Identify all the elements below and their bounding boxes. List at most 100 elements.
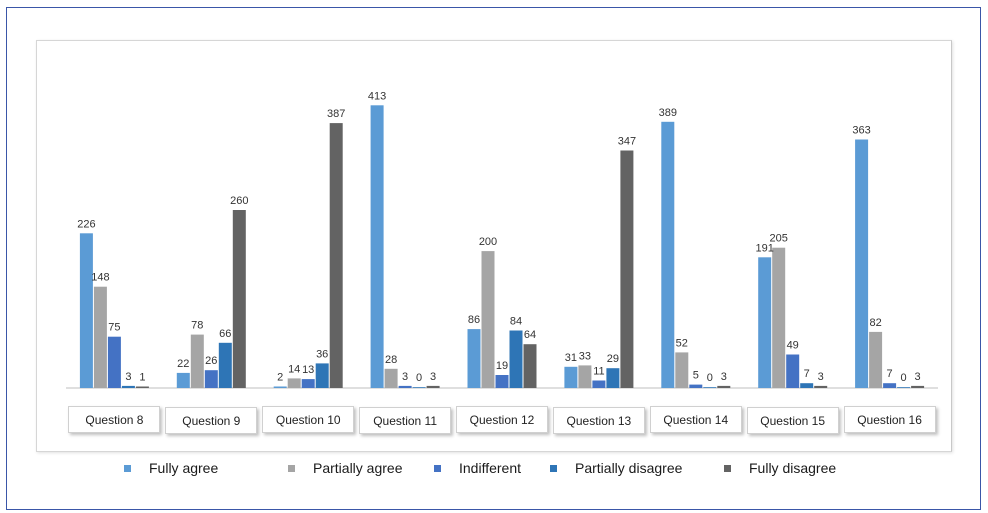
data-label: 3	[818, 371, 824, 383]
data-label: 3	[430, 371, 436, 383]
data-label: 52	[676, 337, 688, 349]
category-label: Question 11	[359, 407, 452, 434]
data-label: 28	[385, 354, 397, 366]
bar-partially-agree-question-9	[190, 334, 204, 388]
legend-item: Partially agree	[288, 456, 403, 480]
bar-partially-agree-question-14	[675, 352, 689, 388]
legend: Fully agree Partially agree Indifferent Par…	[0, 456, 988, 480]
data-label: 347	[618, 136, 636, 148]
legend-item: Fully agree	[124, 456, 218, 480]
data-label: 26	[205, 355, 217, 367]
data-label: 5	[693, 370, 699, 382]
category-label: Question 12	[456, 406, 548, 433]
data-label: 78	[191, 320, 203, 332]
bar-partially-disagree-question-14	[703, 387, 717, 388]
bar-partially-disagree-question-13	[606, 368, 620, 388]
bar-fully-agree-question-14	[661, 121, 675, 389]
legend-swatch	[550, 464, 557, 472]
category-label: Question 13	[552, 407, 645, 434]
bar-partially-agree-question-16	[869, 331, 883, 388]
data-label: 7	[887, 368, 893, 380]
data-label: 260	[230, 195, 248, 207]
legend-swatch	[724, 464, 731, 472]
bar-fully-disagree-question-8	[135, 386, 149, 388]
data-label: 0	[707, 372, 713, 384]
data-label: 29	[607, 353, 619, 365]
legend-swatch	[124, 464, 131, 472]
bar-fully-disagree-question-13	[620, 150, 634, 388]
data-label: 387	[327, 108, 345, 120]
bar-partially-disagree-question-12	[509, 330, 523, 388]
bar-fully-agree-question-10	[273, 386, 287, 388]
category-label: Question 9	[165, 407, 258, 434]
data-label: 363	[852, 125, 870, 137]
data-label: 1	[139, 372, 145, 384]
bar-partially-disagree-question-15	[800, 383, 814, 388]
bar-indifferent-question-16	[883, 383, 897, 388]
bar-indifferent-question-14	[689, 384, 703, 388]
bar-fully-agree-question-12	[467, 329, 481, 388]
bar-fully-disagree-question-11	[426, 385, 440, 388]
category-label: Question 15	[746, 407, 839, 434]
data-label: 11	[593, 366, 604, 378]
legend-swatch	[288, 464, 295, 472]
data-label: 36	[316, 348, 328, 360]
data-label: 2	[277, 372, 283, 384]
bar-indifferent-question-13	[592, 380, 606, 388]
data-label: 84	[510, 316, 522, 328]
data-label: 31	[565, 352, 577, 364]
data-label: 19	[496, 360, 508, 372]
bar-fully-agree-question-16	[855, 139, 869, 388]
bar-fully-disagree-question-12	[523, 344, 537, 388]
bar-fully-agree-question-15	[758, 257, 772, 388]
data-label: 75	[108, 322, 120, 334]
bar-fully-agree-question-13	[564, 366, 578, 388]
data-label: 33	[579, 350, 591, 362]
bar-fully-disagree-question-15	[814, 385, 828, 388]
data-label: 64	[524, 329, 536, 341]
bar-fully-disagree-question-14	[717, 385, 731, 388]
bar-fully-disagree-question-9	[232, 210, 246, 388]
bar-indifferent-question-12	[495, 375, 509, 388]
data-label: 0	[901, 372, 907, 384]
data-label: 3	[125, 371, 131, 383]
data-label: 86	[468, 314, 480, 326]
data-label: 413	[368, 90, 386, 102]
bar-partially-agree-question-8	[93, 286, 107, 388]
bar-partially-disagree-question-11	[412, 387, 426, 388]
legend-swatch	[434, 464, 441, 472]
bar-partially-agree-question-10	[287, 378, 301, 388]
bar-fully-disagree-question-10	[329, 123, 343, 388]
bar-partially-disagree-question-8	[121, 385, 135, 388]
data-label: 148	[91, 272, 109, 284]
bar-partially-disagree-question-9	[218, 342, 232, 388]
data-label: 22	[177, 358, 189, 370]
data-label: 14	[288, 363, 300, 375]
bar-partially-disagree-question-16	[897, 387, 911, 388]
bar-partially-agree-question-11	[384, 368, 398, 388]
category-label: Question 16	[843, 406, 936, 433]
legend-item: Partially disagree	[550, 456, 682, 480]
category-label: Question 14	[649, 406, 742, 433]
bar-partially-agree-question-15	[772, 247, 786, 388]
data-label: 0	[416, 372, 422, 384]
data-label: 226	[77, 218, 95, 230]
legend-label: Partially agree	[313, 460, 403, 476]
bar-indifferent-question-15	[786, 354, 800, 388]
bar-fully-agree-question-8	[79, 233, 93, 388]
bar-partially-agree-question-13	[578, 365, 592, 388]
data-label: 191	[756, 242, 774, 254]
legend-label: Fully agree	[149, 460, 219, 476]
bar-indifferent-question-10	[301, 379, 315, 388]
data-label: 66	[219, 328, 231, 340]
legend-item: Fully disagree	[724, 456, 836, 480]
data-label: 205	[770, 233, 788, 245]
category-label: Question 8	[68, 406, 161, 433]
data-label: 3	[402, 371, 408, 383]
bar-fully-agree-question-11	[370, 105, 384, 389]
legend-item: Indifferent	[434, 456, 521, 480]
data-label: 7	[804, 368, 810, 380]
data-label: 3	[915, 371, 921, 383]
bar-indifferent-question-8	[107, 336, 121, 388]
